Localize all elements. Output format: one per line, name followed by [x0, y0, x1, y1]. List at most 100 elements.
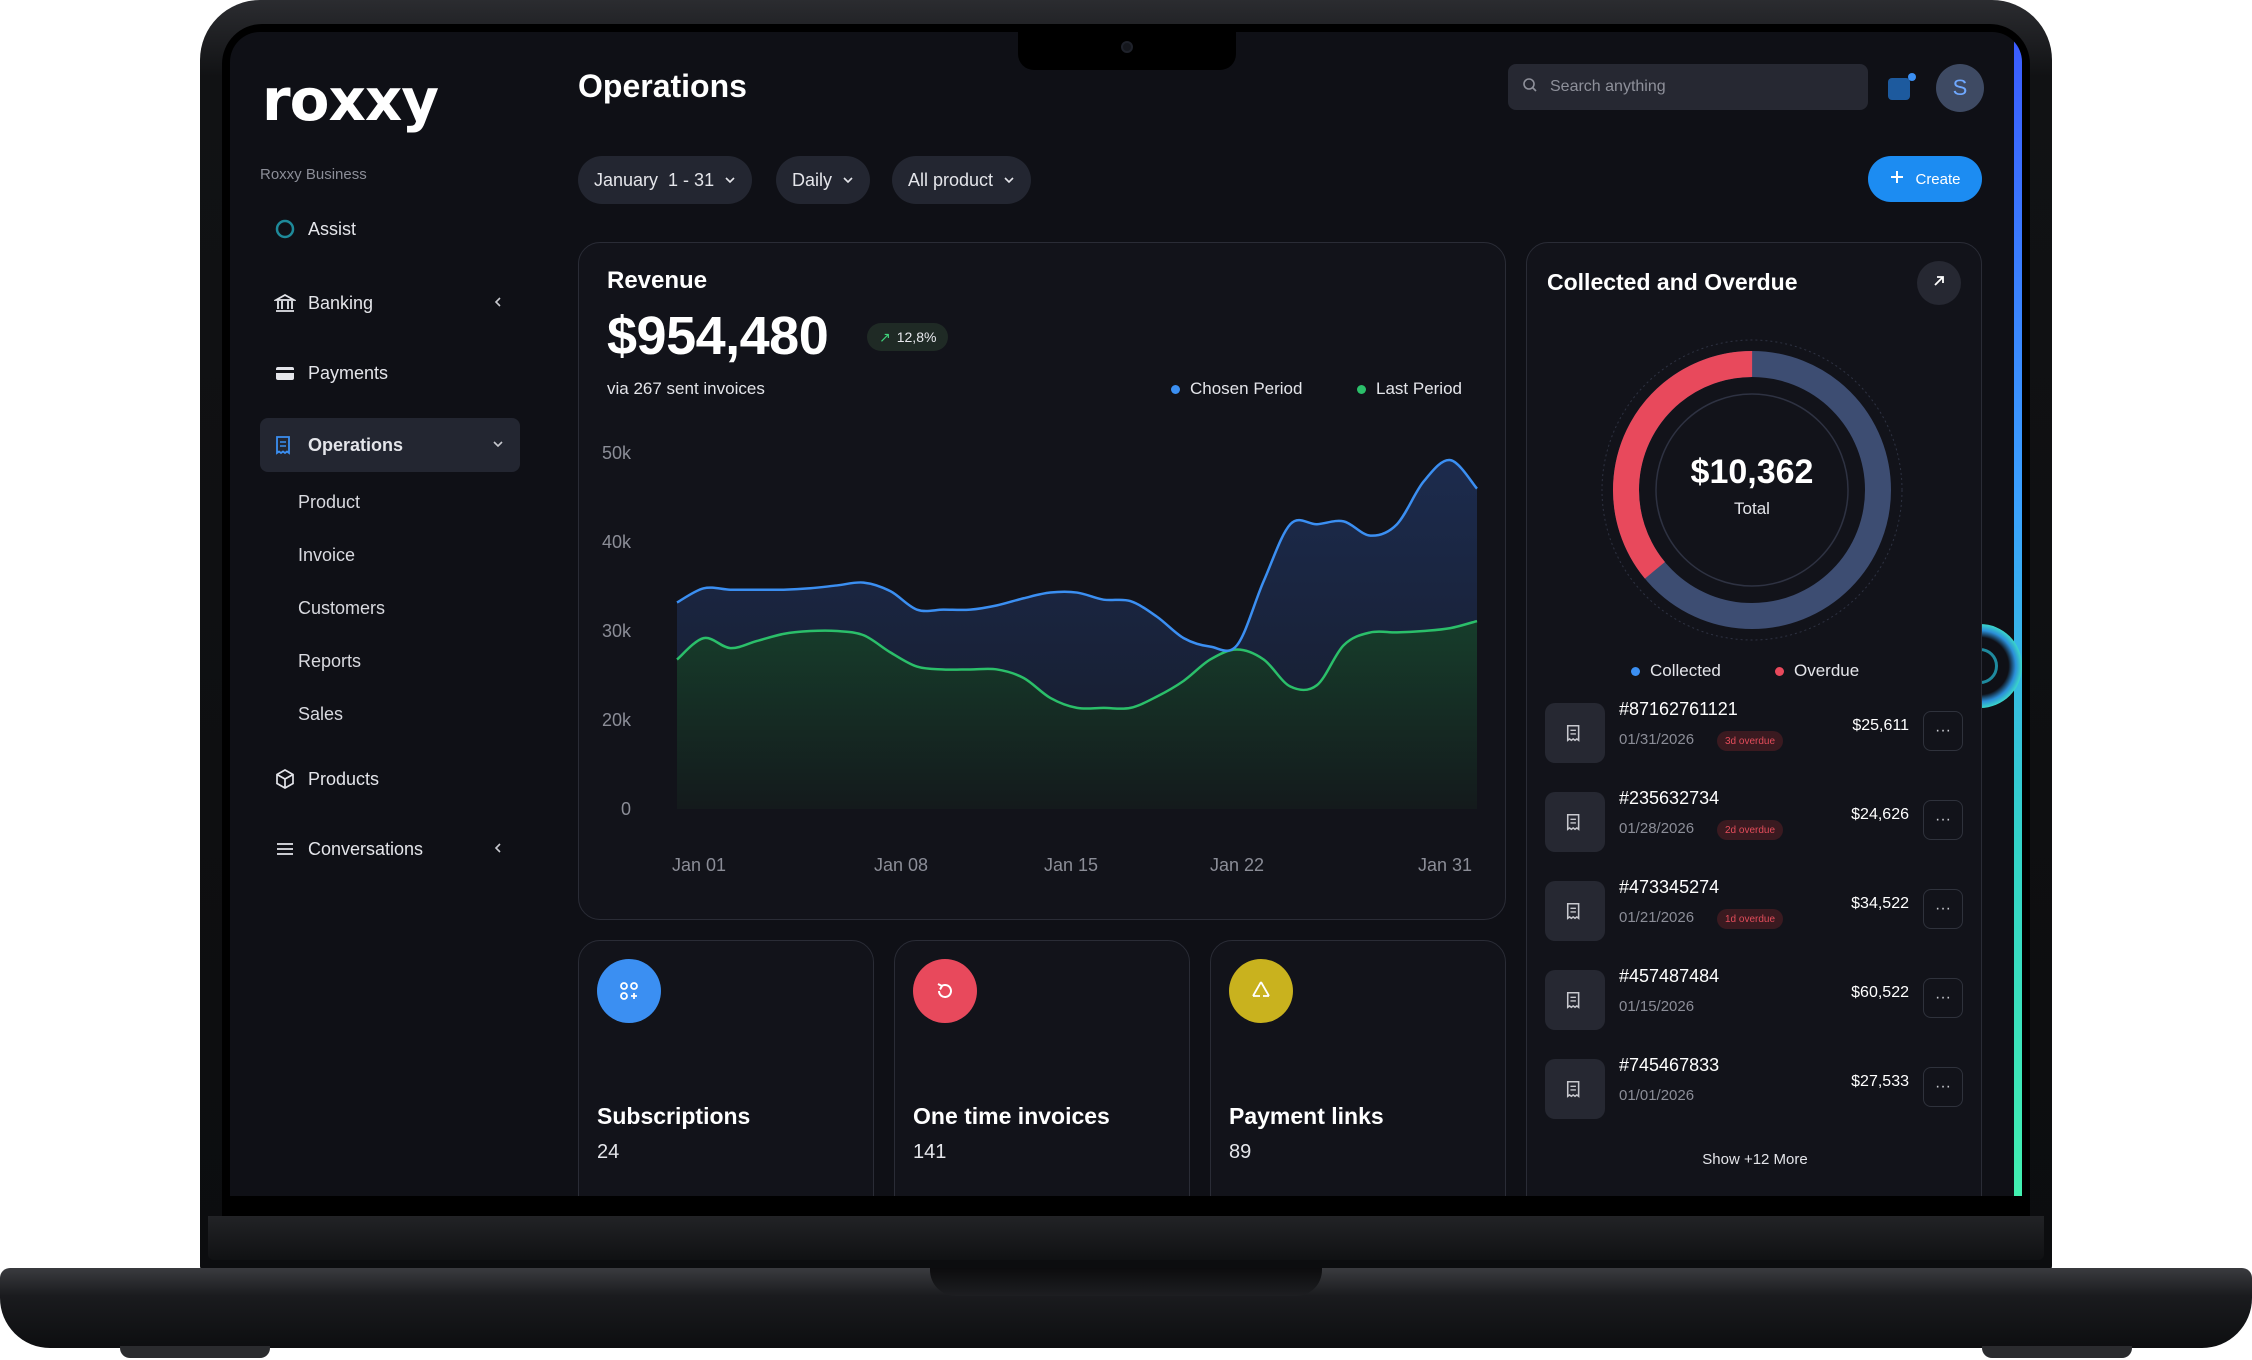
invoice-row[interactable]: #87162761121 01/31/2026 3d overdue $25,611 ·…	[1545, 699, 1963, 769]
more-options-button[interactable]: ···	[1923, 800, 1963, 840]
donut-outer-guide	[1601, 339, 1903, 641]
menu-lines-icon	[272, 836, 298, 862]
sidebar-subitem-reports[interactable]: Reports	[298, 651, 362, 671]
collected-title: Collected and Overdue	[1547, 269, 1798, 295]
overdue-badge: 1d overdue	[1717, 909, 1784, 929]
legend-last-label: Last Period	[1376, 379, 1462, 398]
refresh-icon	[913, 959, 977, 1023]
more-options-button[interactable]: ···	[1923, 978, 1963, 1018]
invoice-row[interactable]: #745467833 01/01/2026 $27,533 ···	[1545, 1055, 1963, 1125]
show-more-link[interactable]: Show +12 More	[1702, 1151, 1808, 1168]
chosen-period-line	[676, 458, 1478, 653]
sidebar-item-operations[interactable]: Operations	[260, 418, 520, 472]
invoice-date: 01/31/2026	[1619, 731, 1695, 748]
x-tick-label: Jan 15	[1044, 855, 1098, 875]
sidebar-item-label: Operations	[308, 434, 404, 455]
laptop-foot-left	[120, 1346, 270, 1358]
receipt-icon	[1545, 792, 1605, 852]
y-tick-label: 40k	[602, 532, 632, 552]
donut-inner-ring	[1655, 393, 1849, 587]
sidebar-item-conversations[interactable]: Conversations	[260, 822, 520, 876]
laptop-foot-right	[1982, 1346, 2132, 1358]
avatar[interactable]: S	[1936, 64, 1984, 112]
interval-filter[interactable]: Daily	[776, 156, 871, 204]
card-icon	[272, 360, 298, 386]
laptop-chin	[208, 1216, 2044, 1260]
revenue-card: Revenue $954,480 ↗ 12,8% via 267 sent in…	[578, 242, 1506, 920]
sidebar-item-products[interactable]: Products	[260, 752, 520, 806]
receipt-icon	[1545, 1059, 1605, 1119]
notification-icon[interactable]	[1886, 72, 1916, 102]
donut-chart: $10,362 Total	[1597, 335, 1907, 645]
revenue-subtitle: via 267 sent invoices	[607, 379, 765, 398]
invoice-row[interactable]: #473345274 01/21/2026 1d overdue $34,522 ···	[1545, 877, 1963, 947]
more-options-button[interactable]: ···	[1923, 889, 1963, 929]
product-filter[interactable]: All product	[892, 156, 1032, 204]
invoice-id: #473345274	[1619, 877, 1720, 897]
y-tick-label: 0	[621, 799, 631, 819]
search-input[interactable]: Search anything	[1508, 64, 1868, 110]
y-tick-label: 50k	[602, 443, 632, 463]
screen: roxxy Roxxy Business Assist Banking Paym…	[230, 32, 2022, 1196]
sidebar-item-payments[interactable]: Payments	[260, 346, 520, 400]
legend-dot-overdue	[1775, 666, 1784, 676]
stat-title: Subscriptions	[597, 1103, 751, 1129]
receipt-icon	[1545, 703, 1605, 763]
more-options-button[interactable]: ···	[1923, 711, 1963, 751]
overdue-badge: 3d overdue	[1717, 731, 1784, 751]
expand-button[interactable]	[1917, 261, 1961, 305]
create-label: Create	[1915, 170, 1961, 188]
invoice-row[interactable]: #235632734 01/28/2026 2d overdue $24,626 ···	[1545, 788, 1963, 858]
arrow-up-right-icon: ↗	[879, 328, 891, 345]
ellipsis-icon: ···	[1935, 722, 1951, 739]
logo: roxxy	[262, 66, 439, 134]
receipt-icon	[1545, 970, 1605, 1030]
x-tick-label: Jan 22	[1210, 855, 1264, 875]
create-button[interactable]: Create	[1868, 156, 1982, 202]
sidebar-subitem-customers[interactable]: Customers	[298, 598, 386, 618]
invoice-amount: $34,522	[1851, 895, 1909, 912]
invoice-row[interactable]: #457487484 01/15/2026 $60,522 ···	[1545, 966, 1963, 1036]
more-options-button[interactable]: ···	[1923, 1067, 1963, 1107]
x-tick-label: Jan 08	[874, 855, 928, 875]
invoice-amount: $25,611	[1852, 717, 1909, 734]
receipt-icon	[272, 432, 298, 458]
stat-value: 141	[913, 1141, 947, 1163]
invoice-id: #745467833	[1619, 1055, 1720, 1075]
stat-card-payment-links[interactable]: Payment links 89	[1210, 940, 1506, 1196]
invoice-date: 01/15/2026	[1619, 998, 1695, 1015]
invoice-date: 01/01/2026	[1619, 1087, 1695, 1104]
date-range-filter[interactable]: January 1 - 31	[578, 156, 753, 204]
filter-range: 1 - 31	[668, 169, 715, 190]
filter-product: All product	[908, 169, 994, 190]
recycle-icon	[1229, 959, 1293, 1023]
chevron-down-icon	[724, 170, 736, 191]
camera-icon	[1121, 41, 1133, 53]
sidebar-item-label: Products	[308, 768, 380, 789]
revenue-title: Revenue	[607, 267, 708, 294]
donut-total-label: Total	[1734, 499, 1770, 518]
sidebar-subitem-sales[interactable]: Sales	[298, 704, 344, 724]
x-tick-label: Jan 01	[672, 855, 726, 875]
edge-glow	[2014, 32, 2022, 1196]
chevron-left-icon	[488, 292, 508, 312]
filter-month: January	[594, 169, 659, 190]
x-tick-label: Jan 31	[1418, 855, 1472, 875]
sidebar-item-banking[interactable]: Banking	[260, 276, 520, 330]
page-title: Operations	[578, 68, 747, 104]
revenue-amount: $954,480	[607, 306, 829, 366]
ellipsis-icon: ···	[1935, 989, 1951, 1006]
stat-card-subscriptions[interactable]: Subscriptions 24	[578, 940, 874, 1196]
sidebar-subitem-invoice[interactable]: Invoice	[298, 545, 356, 565]
section-label: Roxxy Business	[260, 166, 367, 183]
sidebar-item-assist[interactable]: Assist	[260, 202, 520, 256]
sidebar-item-label: Assist	[308, 218, 357, 239]
y-tick-label: 20k	[602, 710, 632, 730]
sidebar-subitem-product[interactable]: Product	[298, 492, 361, 512]
stat-card-one-time-invoices[interactable]: One time invoices 141	[894, 940, 1190, 1196]
stat-value: 24	[597, 1141, 620, 1163]
sidebar-item-label: Conversations	[308, 838, 424, 859]
legend-chosen-label: Chosen Period	[1190, 379, 1303, 398]
overdue-badge: 2d overdue	[1717, 820, 1784, 840]
laptop-base-notch	[930, 1268, 1322, 1296]
